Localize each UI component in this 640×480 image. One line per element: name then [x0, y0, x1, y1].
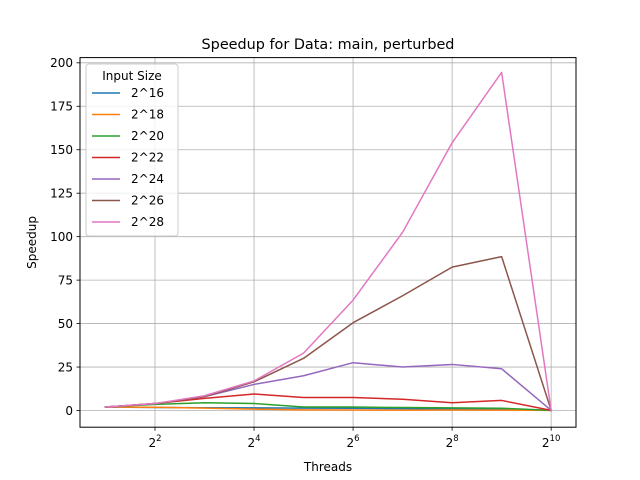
- legend: Input Size 2^16 2^18 2^20 2^22 2^24 2^26 2^28: [85, 63, 179, 237]
- legend-title: Input Size: [102, 69, 162, 83]
- y-tick-label: 175: [50, 100, 73, 114]
- legend-entry-label: 2^16: [131, 86, 164, 100]
- x-axis-ticks: 22 24 26 28 210: [148, 427, 560, 450]
- legend-entries: 2^16 2^18 2^20 2^22 2^24 2^26 2^28: [92, 86, 164, 229]
- y-tick-label: 100: [50, 230, 73, 244]
- y-tick-label: 75: [58, 273, 73, 287]
- legend-entry-label: 2^24: [131, 172, 164, 186]
- y-tick-label: 25: [58, 360, 73, 374]
- x-tick-base: 2: [148, 436, 156, 450]
- x-tick-base: 2: [542, 436, 550, 450]
- y-axis-ticks: 0 25 50 75 100 125 150 175 200: [50, 56, 80, 418]
- legend-box: [85, 63, 179, 237]
- legend-entry-label: 2^28: [131, 215, 164, 229]
- legend-entry-label: 2^18: [131, 108, 164, 122]
- x-tick-label: 210: [542, 434, 560, 450]
- chart-title: Speedup for Data: main, perturbed: [202, 37, 455, 53]
- series-line-2-20: [104, 401, 552, 412]
- x-tick-label: 22: [148, 434, 161, 450]
- x-tick-exponent: 6: [354, 434, 359, 444]
- x-axis-label: Threads: [303, 460, 352, 474]
- x-tick-exponent: 2: [156, 434, 161, 444]
- x-tick-base: 2: [446, 436, 454, 450]
- y-tick-label: 0: [65, 404, 73, 418]
- x-tick-exponent: 10: [550, 434, 561, 444]
- x-tick-label: 28: [446, 434, 459, 450]
- x-tick-exponent: 4: [255, 434, 260, 444]
- plot-frame: [79, 57, 577, 428]
- y-tick-label: 50: [58, 317, 73, 331]
- legend-entry-label: 2^20: [131, 129, 164, 143]
- x-tick-base: 2: [248, 436, 256, 450]
- y-tick-label: 200: [50, 56, 73, 70]
- x-tick-base: 2: [347, 436, 355, 450]
- x-tick-label: 24: [248, 434, 261, 450]
- series-line-2-28: [104, 71, 553, 412]
- series-line-2-22: [104, 393, 553, 412]
- y-tick-label: 150: [50, 143, 73, 157]
- grid-lines: [80, 57, 576, 428]
- legend-entry-label: 2^22: [131, 151, 164, 165]
- legend-entry-label: 2^26: [131, 194, 164, 208]
- series-line-2-18: [104, 406, 552, 412]
- x-tick-label: 26: [347, 434, 360, 450]
- y-axis-label: Speedup: [25, 216, 39, 269]
- x-tick-exponent: 8: [453, 434, 458, 444]
- series-lines: [104, 71, 553, 412]
- y-tick-label: 125: [50, 187, 73, 201]
